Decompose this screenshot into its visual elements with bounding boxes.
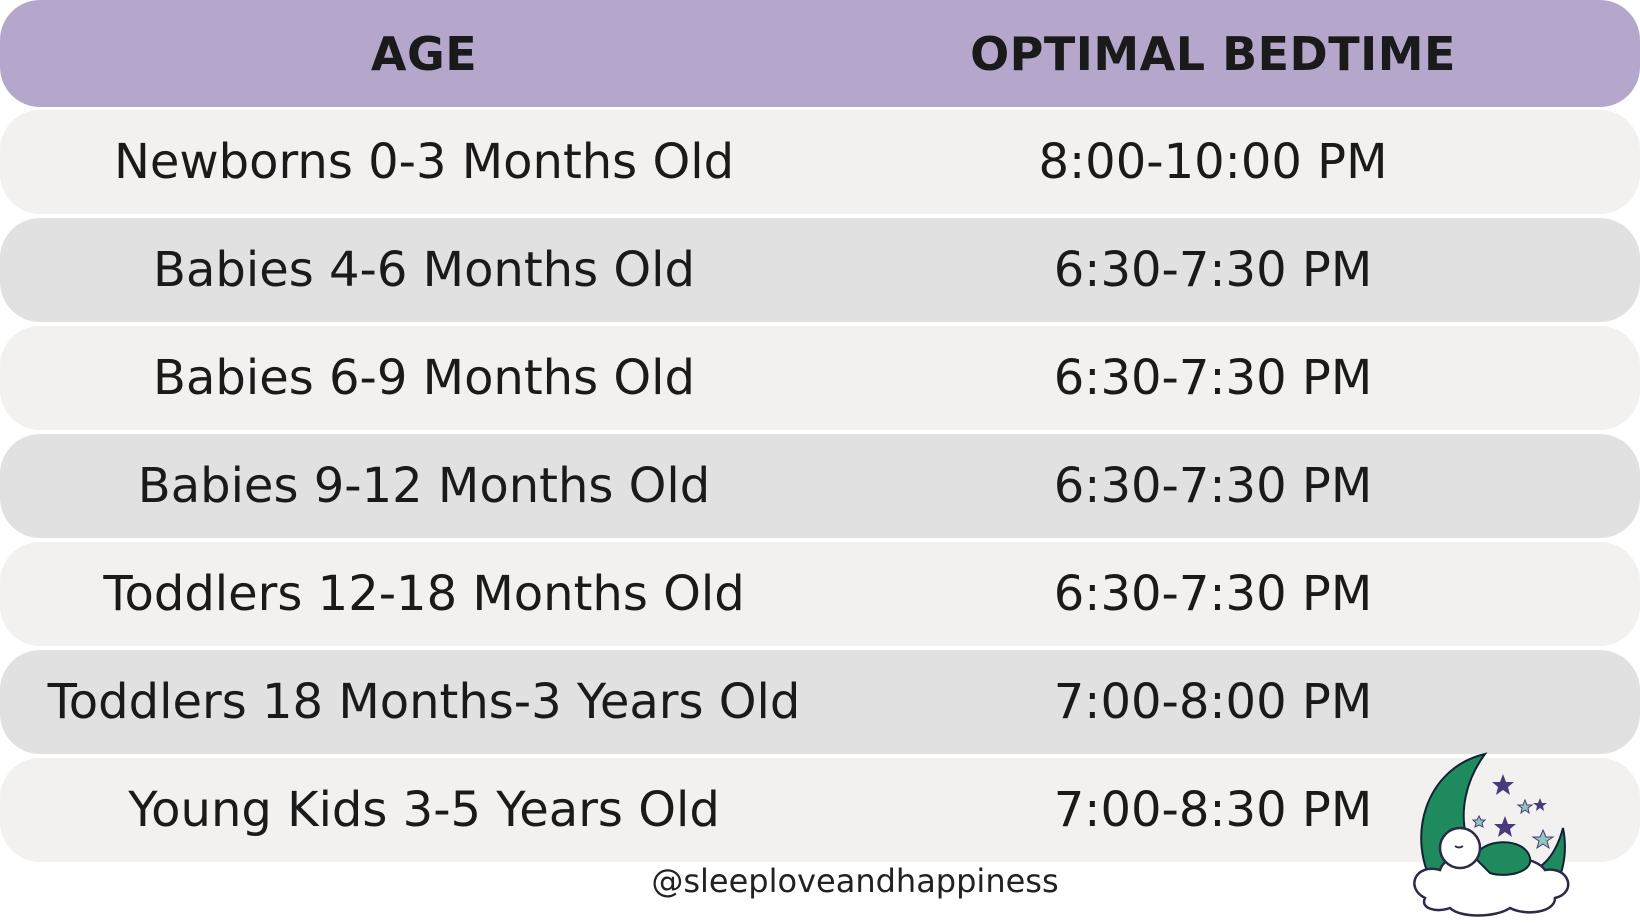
bedtime-cell: 6:30-7:30 PM [1053, 242, 1373, 298]
age-cell: Babies 4-6 Months Old [153, 242, 695, 298]
table-row: Babies 6-9 Months Old 6:30-7:30 PM [0, 326, 1640, 430]
moon-sleeping-baby-logo-icon [1413, 752, 1570, 917]
age-cell: Newborns 0-3 Months Old [113, 134, 735, 190]
age-cell: Toddlers 12-18 Months Old [103, 566, 745, 622]
header-bedtime: OPTIMAL BEDTIME [970, 26, 1456, 81]
bedtime-cell: 6:30-7:30 PM [1053, 350, 1373, 406]
table-row: Babies 9-12 Months Old 6:30-7:30 PM [0, 434, 1640, 538]
header-age: AGE [370, 26, 478, 81]
table-row: Toddlers 12-18 Months Old 6:30-7:30 PM [0, 542, 1640, 646]
bedtime-cell: 6:30-7:30 PM [1053, 458, 1373, 514]
age-cell: Young Kids 3-5 Years Old [128, 782, 720, 838]
table-row: Babies 4-6 Months Old 6:30-7:30 PM [0, 218, 1640, 322]
age-cell: Babies 6-9 Months Old [153, 350, 695, 406]
table-header: AGE OPTIMAL BEDTIME [0, 0, 1640, 107]
table-row: Newborns 0-3 Months Old 8:00-10:00 PM [0, 110, 1640, 214]
table-row: Young Kids 3-5 Years Old 7:00-8:30 PM [0, 758, 1640, 862]
age-cell: Toddlers 18 Months-3 Years Old [47, 674, 801, 730]
social-handle: @sleeploveandhappiness [651, 862, 1059, 900]
bedtime-cell: 8:00-10:00 PM [1038, 134, 1388, 190]
bedtime-cell: 7:00-8:00 PM [1053, 674, 1373, 730]
age-cell: Babies 9-12 Months Old [137, 458, 711, 514]
bedtime-cell: 6:30-7:30 PM [1053, 566, 1373, 622]
table-row: Toddlers 18 Months-3 Years Old 7:00-8:00 … [0, 650, 1640, 754]
bedtime-cell: 7:00-8:30 PM [1053, 782, 1373, 838]
